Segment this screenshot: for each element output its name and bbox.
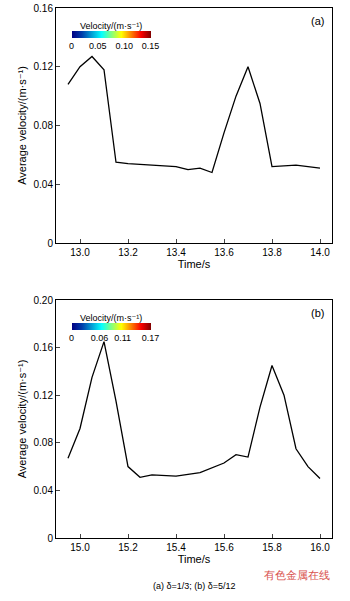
svg-text:15.6: 15.6 xyxy=(214,542,234,553)
svg-text:0.12: 0.12 xyxy=(34,61,54,72)
svg-text:13.4: 13.4 xyxy=(166,247,186,258)
svg-text:0.04: 0.04 xyxy=(34,179,54,190)
svg-text:0.06: 0.06 xyxy=(91,333,109,343)
svg-text:0.17: 0.17 xyxy=(142,333,160,343)
svg-text:0.20: 0.20 xyxy=(34,295,54,306)
svg-text:0.16: 0.16 xyxy=(34,342,54,353)
svg-text:Time/s: Time/s xyxy=(178,553,211,565)
svg-text:有色金属在线: 有色金属在线 xyxy=(264,569,330,581)
svg-text:14.0: 14.0 xyxy=(310,247,330,258)
svg-text:0.16: 0.16 xyxy=(34,3,54,14)
svg-text:0: 0 xyxy=(69,41,74,51)
svg-text:16.0: 16.0 xyxy=(310,542,330,553)
svg-text:(a) δ=1/3; (b) δ=5/12: (a) δ=1/3; (b) δ=5/12 xyxy=(153,581,236,591)
svg-text:13.6: 13.6 xyxy=(214,247,234,258)
svg-text:Average velocity/(m·s⁻¹): Average velocity/(m·s⁻¹) xyxy=(16,66,28,185)
svg-text:0: 0 xyxy=(47,238,53,249)
svg-text:0.05: 0.05 xyxy=(89,41,107,51)
svg-text:Time/s: Time/s xyxy=(178,258,211,270)
svg-text:Average velocity/(m·s⁻¹): Average velocity/(m·s⁻¹) xyxy=(16,360,28,479)
svg-text:15.0: 15.0 xyxy=(70,542,90,553)
svg-text:15.2: 15.2 xyxy=(118,542,138,553)
svg-text:0.08: 0.08 xyxy=(34,437,54,448)
svg-text:0: 0 xyxy=(69,333,74,343)
svg-text:0: 0 xyxy=(47,533,53,544)
svg-text:13.2: 13.2 xyxy=(118,247,138,258)
svg-text:0.04: 0.04 xyxy=(34,485,54,496)
svg-text:15.8: 15.8 xyxy=(262,542,282,553)
svg-text:Velocity/(m·s⁻¹): Velocity/(m·s⁻¹) xyxy=(80,313,142,323)
svg-text:0.15: 0.15 xyxy=(142,41,160,51)
svg-text:Velocity/(m·s⁻¹): Velocity/(m·s⁻¹) xyxy=(80,21,142,31)
svg-text:0.08: 0.08 xyxy=(34,120,54,131)
svg-text:13.8: 13.8 xyxy=(262,247,282,258)
svg-text:0.11: 0.11 xyxy=(114,333,131,343)
svg-text:13.0: 13.0 xyxy=(70,247,90,258)
svg-text:0.12: 0.12 xyxy=(34,390,54,401)
svg-text:(b): (b) xyxy=(311,307,324,319)
svg-text:(a): (a) xyxy=(311,15,324,27)
svg-text:0.10: 0.10 xyxy=(115,41,133,51)
svg-text:15.4: 15.4 xyxy=(166,542,186,553)
